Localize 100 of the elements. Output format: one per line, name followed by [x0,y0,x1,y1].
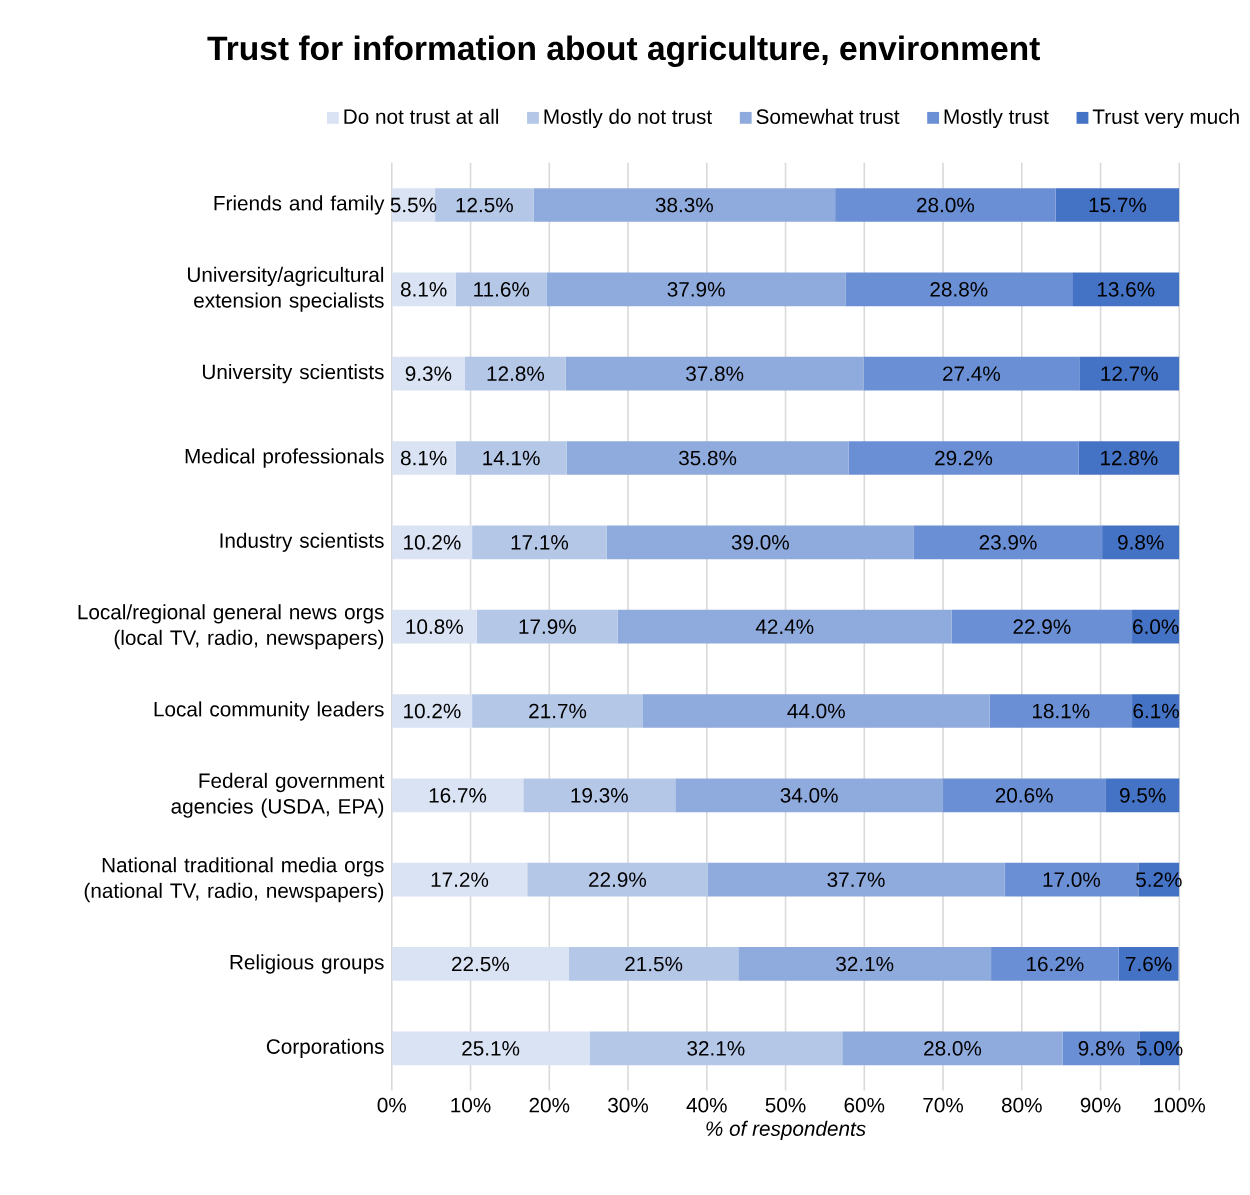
bar [455,441,567,475]
data-label: 21.5% [625,956,683,972]
x-tick-label: 10% [451,1097,491,1113]
y-tick-label: Federal government agencies (USDA, EPA) [171,772,385,818]
bar [472,525,607,560]
data-label: 34.0% [780,787,838,803]
data-label: 28.8% [930,281,988,297]
y-tick-label: Industry scientists [220,532,384,552]
bar [1102,525,1180,560]
x-tick-label: 60% [844,1097,885,1113]
bar [565,356,864,391]
data-label: 9.5% [1120,787,1166,803]
y-tick-label: Local/regional general news orgs (local TV, radio, newspapers) [78,604,384,650]
legend-label: Mostly trust [944,108,1049,129]
data-label: 19.3% [571,787,628,803]
data-label: 12.8% [1101,450,1158,466]
bar [472,694,643,728]
y-tick-label: Local community leaders [154,701,384,721]
data-label: 38.3% [655,197,713,213]
bar [643,694,990,728]
data-label: 15.7% [1089,197,1147,213]
bar [391,778,524,813]
data-label: 12.5% [456,197,513,213]
x-tick-label: 20% [529,1097,570,1113]
bar [991,947,1119,981]
data-label: 8.1% [400,450,447,466]
data-label: 13.6% [1097,281,1155,297]
data-label: 32.1% [687,1040,745,1056]
data-label: 9.3% [405,366,452,381]
chart-title: Trust for information about agriculture, environment [207,35,1040,67]
bar [842,1031,1063,1066]
bar [707,862,1005,897]
bar [863,356,1080,391]
data-label: 10.8% [406,619,463,634]
data-label: 6.0% [1133,619,1179,634]
data-label: 12.8% [487,366,545,381]
bar [435,188,534,222]
bar [527,862,708,897]
bar [568,947,739,981]
data-label: 12.7% [1101,366,1158,381]
bar [476,609,618,644]
data-label: 18.1% [1032,703,1090,719]
data-label: 37.7% [827,872,885,887]
bar [566,441,849,475]
data-label: 22.9% [1013,619,1071,634]
bar [1079,356,1180,391]
bar [1105,778,1180,813]
data-label: 9.8% [1078,1040,1125,1056]
bar [1072,272,1180,307]
legend-label: Somewhat trust [756,108,900,124]
x-tick-label: 70% [923,1097,964,1113]
y-tick-label: University scientists [202,363,384,384]
data-label: 10.2% [404,703,461,719]
data-label: 10.2% [404,534,461,550]
data-label: 42.4% [755,619,814,634]
data-label: 23.9% [979,534,1037,550]
data-label: 35.8% [678,450,737,466]
bar [1078,441,1180,475]
bar [391,862,528,897]
bar [391,947,569,981]
data-label: 22.5% [452,956,509,972]
bar [1055,188,1180,222]
data-label: 17.1% [511,535,569,550]
data-label: 25.1% [462,1040,520,1056]
data-label: 21.7% [529,703,587,719]
legend-label: Mostly do not trust [544,108,712,129]
data-label: 16.7% [429,787,487,803]
data-label: 16.2% [1027,956,1084,972]
x-tick-label: 0% [377,1097,406,1113]
data-label: 22.9% [589,872,647,887]
y-tick-label: University/agricultural extension specialists [187,266,384,312]
data-label: 28.0% [917,197,975,213]
bar [533,188,836,222]
bar [391,1031,590,1066]
bar [465,356,566,391]
data-label: 37.9% [667,281,725,297]
y-tick-label: Medical professionals [185,448,384,468]
data-label: 17.9% [519,619,576,634]
bar [989,694,1133,728]
data-label: 27.4% [943,366,1001,381]
bar [913,525,1103,560]
bar [391,272,456,307]
bar [617,609,952,644]
data-label: 8.1% [400,281,447,297]
bar [391,694,473,728]
legend-label: Trust very much [1092,108,1239,129]
bar [391,356,466,391]
y-tick-label: Friends and family [214,195,385,215]
data-label: 9.8% [1118,534,1164,550]
bar [391,441,456,475]
data-label: 20.6% [995,787,1053,803]
bar [391,609,477,644]
data-label: 17.0% [1043,872,1101,887]
data-label: 5.5% [390,197,437,213]
x-tick-label: 80% [1001,1097,1042,1113]
y-tick-label: Religious groups [230,954,384,974]
bar [845,272,1073,307]
bar [546,272,846,307]
bar [589,1031,843,1066]
data-label: 17.2% [431,872,489,887]
